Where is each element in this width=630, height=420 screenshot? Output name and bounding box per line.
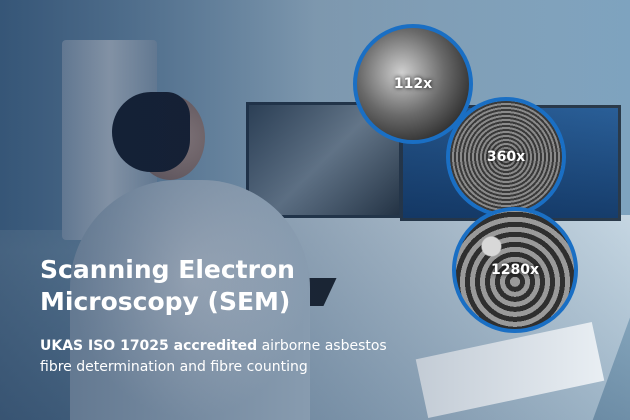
sem-image-360x: 360x — [446, 97, 566, 217]
subtitle-text-2: fibre determination and fibre counting — [40, 359, 308, 375]
title-line-1: Scanning Electron — [40, 255, 295, 284]
title-line-2: Microscopy (SEM) — [40, 287, 291, 316]
magnification-label: 1280x — [491, 262, 539, 278]
page-title: Scanning Electron Microscopy (SEM) — [40, 254, 295, 318]
sem-image-1280x: 1280x — [452, 207, 578, 333]
magnification-label: 360x — [486, 149, 526, 165]
subtitle-bold: UKAS ISO 17025 accredited — [40, 338, 258, 354]
subtitle: UKAS ISO 17025 accredited airborne asbes… — [40, 336, 460, 378]
magnification-label: 112x — [393, 76, 433, 92]
sem-image-112x: 112x — [353, 24, 473, 144]
subtitle-text-1: airborne asbestos — [257, 338, 387, 354]
